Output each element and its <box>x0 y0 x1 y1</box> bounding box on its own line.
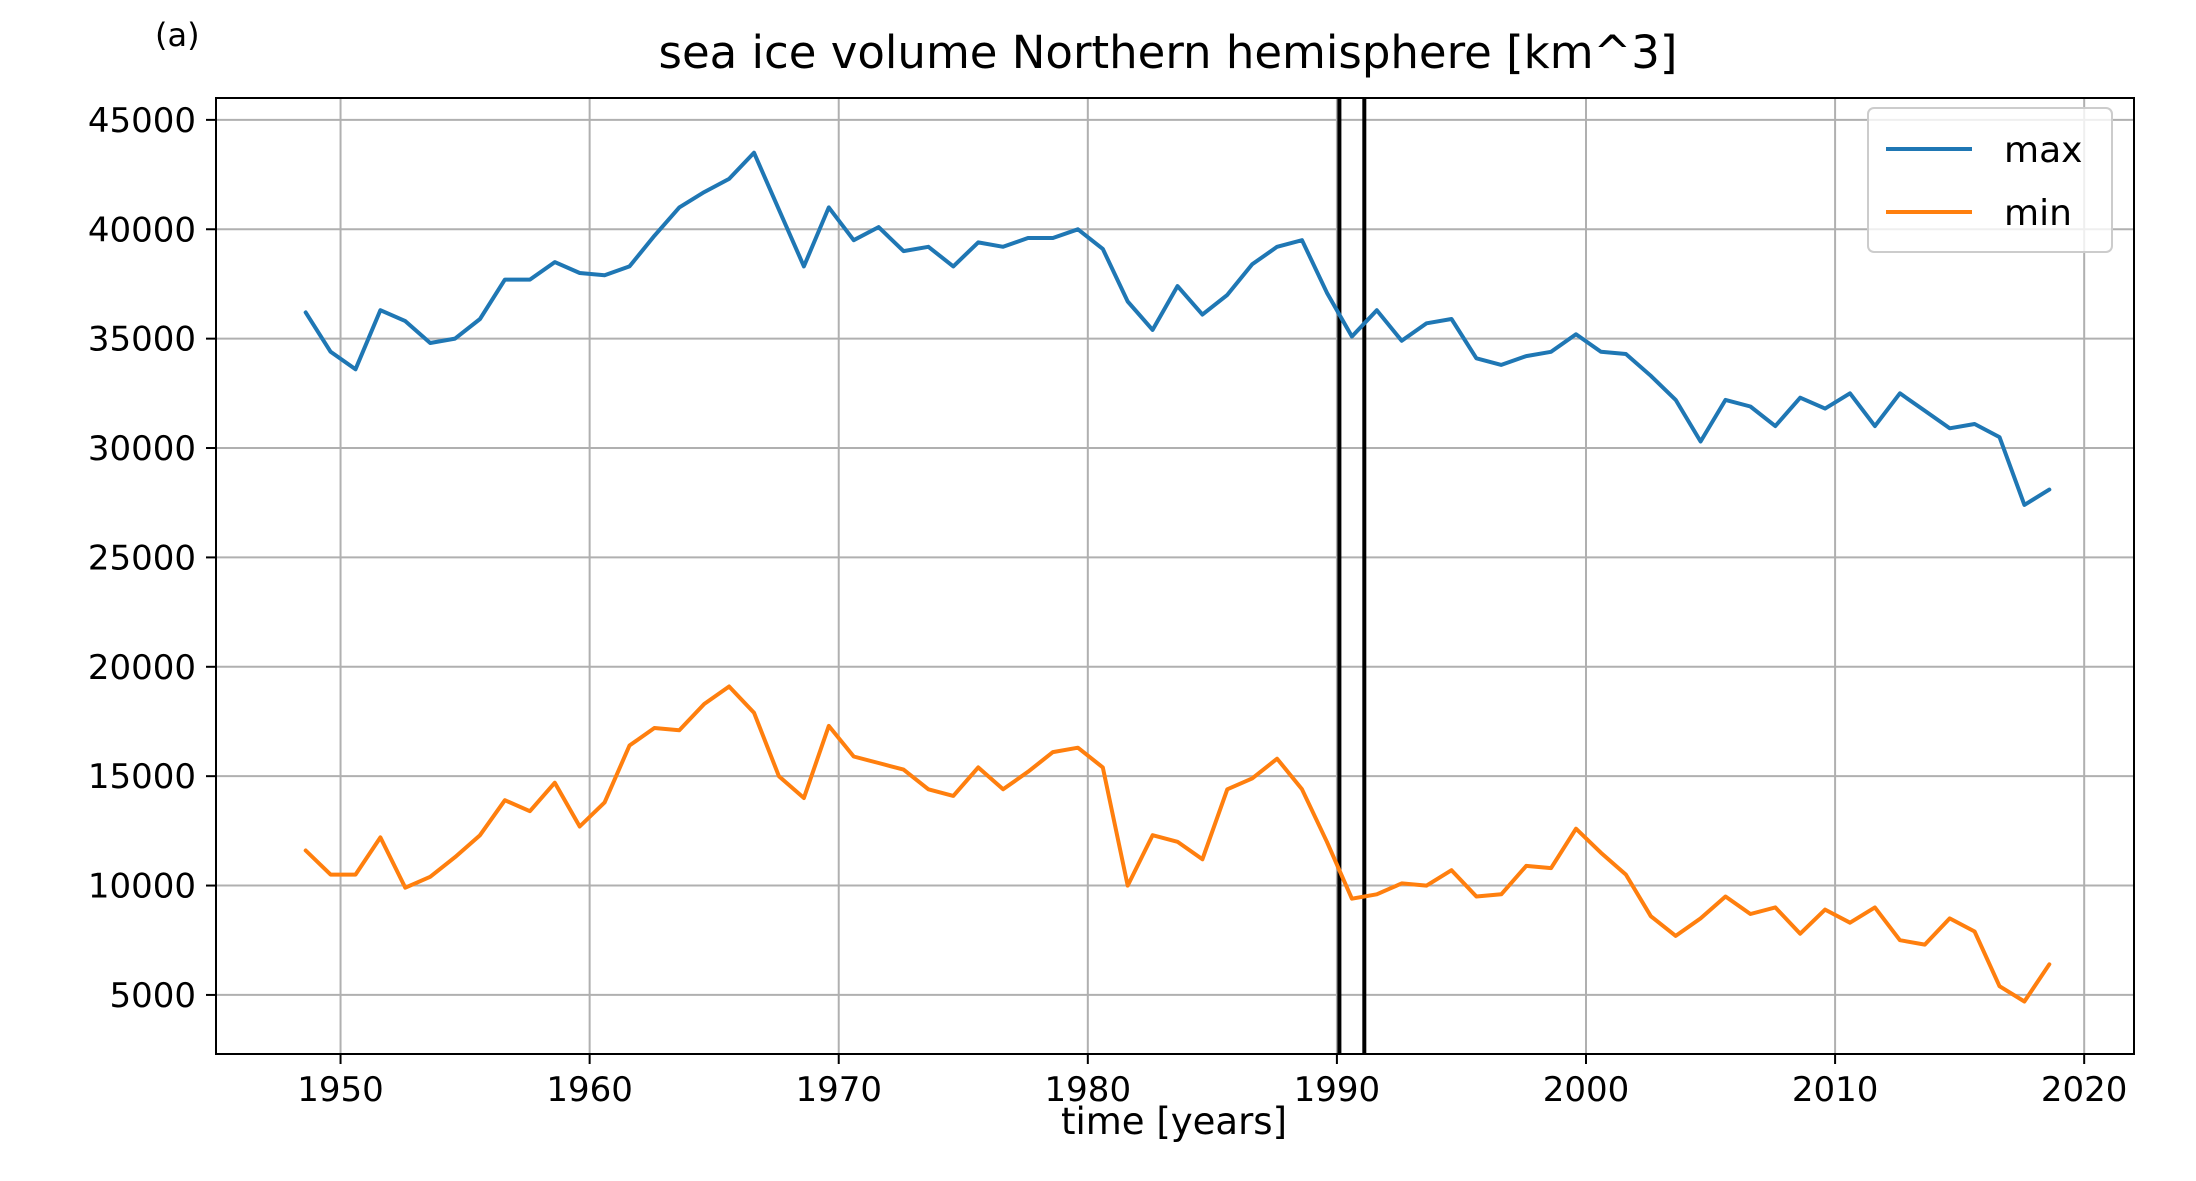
y-tick-label: 10000 <box>88 867 196 907</box>
x-tick-label: 2010 <box>1792 1070 1879 1110</box>
legend-box <box>1867 107 2113 253</box>
x-tick-label: 2000 <box>1543 1070 1630 1110</box>
panel-label: (a) <box>155 16 200 54</box>
x-axis-label: time [years] <box>1061 1100 1287 1143</box>
vertical-markers <box>1337 98 1367 1054</box>
legend-label-max: max <box>2004 130 2082 171</box>
y-tick-label: 15000 <box>88 757 196 797</box>
series-line-max <box>303 150 2052 507</box>
x-tick-label: 1980 <box>1045 1070 1132 1110</box>
grid <box>216 98 2134 1054</box>
x-tick-label: 1960 <box>546 1070 633 1110</box>
y-tick-label: 30000 <box>88 429 196 469</box>
plot-area-frame <box>215 97 2135 1055</box>
x-tick-label: 1970 <box>795 1070 882 1110</box>
y-tick-label: 20000 <box>88 648 196 688</box>
legend-label-min: min <box>2004 193 2072 234</box>
y-tick-label: 35000 <box>88 320 196 360</box>
x-tick-label: 1950 <box>297 1070 384 1110</box>
axis-ticks: 1950 1960 1970 1980 1990 2000 2010 2020 5000 1000… <box>88 101 2128 1110</box>
legend: max min <box>1867 107 2113 253</box>
series-line-min <box>303 684 2052 1004</box>
y-tick-label: 5000 <box>109 976 196 1016</box>
x-tick-label: 1990 <box>1294 1070 1381 1110</box>
x-tick-label: 2020 <box>2041 1070 2128 1110</box>
y-tick-label: 40000 <box>88 210 196 250</box>
y-tick-label: 25000 <box>88 538 196 578</box>
y-tick-label: 45000 <box>88 101 196 141</box>
chart-title: sea ice volume Northern hemisphere [km^3… <box>659 26 1678 79</box>
series-lines <box>303 150 2052 1004</box>
